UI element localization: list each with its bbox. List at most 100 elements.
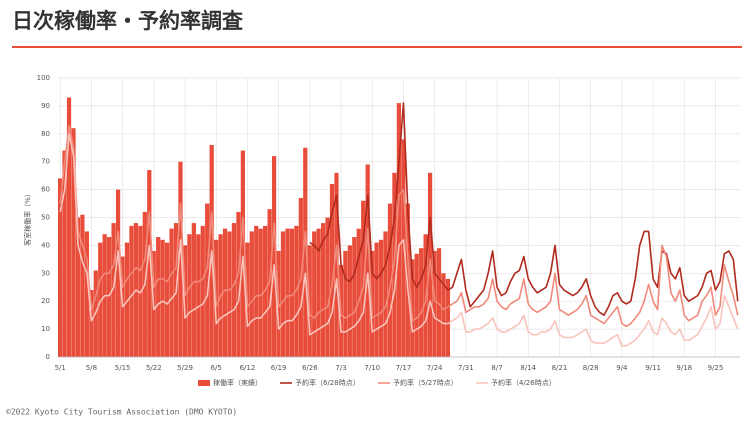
bar	[396, 103, 402, 357]
bar	[414, 253, 419, 357]
bar	[111, 223, 116, 357]
page-title: 日次稼働率・予約率調査	[12, 9, 243, 33]
bar	[240, 150, 245, 357]
bar	[419, 248, 424, 357]
bar	[285, 228, 290, 357]
bar	[222, 228, 228, 357]
legend-label: 予約率（5/27時点）	[393, 378, 458, 387]
bar	[312, 231, 317, 357]
bar	[205, 203, 210, 357]
y-tick-label: 90	[41, 102, 50, 110]
x-tick-label: 8/14	[520, 364, 536, 372]
bar	[196, 234, 201, 357]
bar	[98, 242, 103, 357]
bar	[191, 223, 196, 357]
bar	[164, 242, 170, 357]
bar	[441, 273, 446, 357]
x-tick-label: 9/25	[708, 364, 724, 372]
y-tick-label: 10	[41, 325, 50, 333]
bar	[182, 245, 188, 357]
bar	[71, 128, 76, 357]
bar	[84, 231, 89, 357]
bar	[160, 239, 165, 357]
x-tick-label: 5/8	[86, 364, 97, 372]
bar	[107, 237, 112, 357]
x-tick-label: 6/26	[302, 364, 318, 372]
bar	[303, 147, 308, 357]
bar	[374, 242, 379, 357]
x-tick-label: 7/3	[335, 364, 346, 372]
y-tick-label: 50	[41, 214, 50, 222]
y-tick-label: 30	[41, 269, 50, 277]
line	[59, 133, 739, 347]
x-tick-label: 5/1	[55, 364, 66, 372]
bar	[231, 223, 237, 357]
bar	[200, 225, 205, 357]
bar	[187, 234, 192, 357]
x-tick-label: 6/19	[271, 364, 287, 372]
bar	[343, 250, 348, 357]
y-tick-label: 100	[37, 74, 50, 82]
bar	[75, 217, 81, 357]
bar	[178, 161, 183, 357]
footer: ©2022 Kyoto City Tourism Association (DM…	[6, 408, 237, 417]
x-tick-label: 7/24	[427, 364, 443, 372]
line	[309, 102, 739, 316]
bar	[401, 139, 406, 357]
bar	[365, 164, 370, 357]
bar	[147, 170, 152, 357]
y-tick-label: 40	[41, 241, 50, 249]
bar	[289, 228, 295, 357]
bar	[329, 184, 335, 357]
bar	[387, 203, 393, 357]
x-tick-label: 5/15	[115, 364, 131, 372]
bar	[347, 245, 352, 357]
bar	[236, 211, 241, 357]
x-tick-label: 8/7	[491, 364, 502, 372]
x-tick-label: 5/29	[177, 364, 193, 372]
bar	[89, 290, 94, 357]
y-tick-label: 0	[46, 353, 50, 361]
bar	[129, 225, 134, 357]
bar	[258, 228, 263, 357]
y-axis-label: 客室稼働率（%）	[23, 190, 32, 246]
bar	[378, 239, 384, 357]
bar	[316, 228, 321, 357]
bar	[356, 228, 361, 357]
bar	[334, 172, 339, 357]
x-tick-label: 7/17	[396, 364, 412, 372]
y-tick-label: 70	[41, 158, 50, 166]
bar	[58, 178, 63, 357]
bar	[352, 237, 357, 357]
bar	[62, 150, 67, 357]
x-tick-label: 9/4	[616, 364, 628, 372]
bar	[280, 231, 286, 357]
bar	[445, 278, 451, 357]
y-tick-label: 20	[41, 297, 50, 305]
x-tick-label: 6/5	[211, 364, 222, 372]
bar	[115, 189, 121, 357]
bar	[80, 214, 85, 357]
bar	[254, 225, 259, 357]
x-tick-label: 9/11	[645, 364, 661, 372]
x-tick-label: 6/12	[240, 364, 256, 372]
y-tick-label: 80	[41, 130, 50, 138]
legend-label: 予約率（6/28時点）	[295, 378, 360, 387]
x-tick-label: 9/18	[676, 364, 692, 372]
legend-label: 予約率（4/26時点）	[491, 378, 556, 387]
legend-swatch	[198, 380, 210, 386]
bar	[124, 242, 130, 357]
bar	[227, 231, 232, 357]
bar	[432, 250, 437, 357]
x-tick-label: 5/22	[146, 364, 162, 372]
bar	[436, 248, 442, 357]
x-tick-label: 8/28	[583, 364, 599, 372]
bar	[383, 231, 388, 357]
line	[59, 124, 739, 328]
x-tick-label: 7/31	[458, 364, 474, 372]
bar	[156, 237, 161, 357]
bar	[169, 228, 174, 357]
bar	[249, 231, 254, 357]
